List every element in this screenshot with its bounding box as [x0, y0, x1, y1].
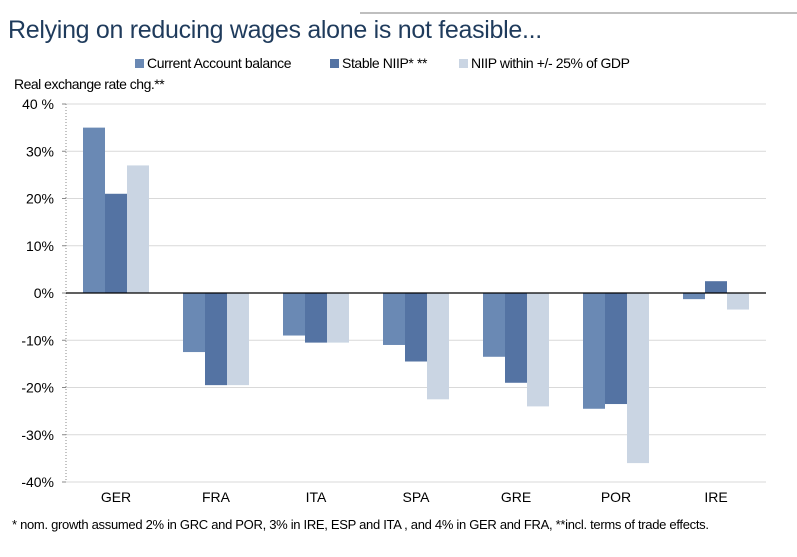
bar-fra-0: [183, 293, 205, 353]
legend-item-stable-niip: Stable NIIP* **: [330, 55, 427, 71]
bar-ita-0: [283, 293, 305, 336]
top-rule: [360, 12, 797, 14]
x-tick-label: ITA: [306, 489, 327, 505]
legend-item-niip-25: NIIP within +/- 25% of GDP: [459, 55, 630, 71]
y-tick-label: -30%: [21, 427, 54, 443]
x-tick-label: GER: [101, 489, 131, 505]
bar-por-1: [605, 293, 627, 405]
y-axis-label: Real exchange rate chg.**: [14, 76, 165, 92]
bar-fra-2: [227, 293, 249, 386]
x-tick-label: IRE: [704, 489, 727, 505]
bar-ire-0: [683, 293, 705, 300]
bar-ger-1: [105, 193, 127, 293]
legend-label: Stable NIIP* **: [342, 55, 428, 71]
bar-por-2: [627, 293, 649, 464]
bar-por-0: [583, 293, 605, 409]
bar-gre-2: [527, 293, 549, 407]
y-tick-label: -40%: [21, 474, 54, 490]
y-tick-label: 40 %: [22, 96, 54, 112]
x-tick-label: POR: [601, 489, 631, 505]
bar-spa-1: [405, 293, 427, 362]
legend-label: Current Account balance: [147, 55, 292, 71]
legend-swatch: [330, 58, 339, 68]
bar-ire-2: [727, 293, 749, 310]
legend-label: NIIP within +/- 25% of GDP: [471, 55, 630, 71]
y-tick-label: 20%: [26, 191, 54, 207]
y-tick-label: 30%: [26, 143, 54, 159]
legend-swatch: [135, 58, 144, 68]
bar-ita-1: [305, 293, 327, 343]
bar-ire-1: [705, 281, 727, 293]
y-tick-label: 10%: [26, 238, 54, 254]
chart-title: Relying on reducing wages alone is not f…: [8, 16, 542, 44]
bar-gre-1: [505, 293, 527, 383]
y-tick-label: -10%: [21, 332, 54, 348]
legend: Current Account balance Stable NIIP* ** …: [0, 55, 797, 73]
y-tick-label: -20%: [21, 380, 54, 396]
bar-spa-2: [427, 293, 449, 400]
x-tick-label: FRA: [202, 489, 231, 505]
bar-gre-0: [483, 293, 505, 357]
bar-ita-2: [327, 293, 349, 343]
bar-spa-0: [383, 293, 405, 345]
bar-fra-1: [205, 293, 227, 386]
y-tick-label: 0%: [34, 285, 54, 301]
x-tick-label: GRE: [501, 489, 531, 505]
bar-ger-2: [127, 165, 149, 293]
legend-item-current-account: Current Account balance: [135, 55, 292, 71]
footnote: * nom. growth assumed 2% in GRC and POR,…: [12, 517, 709, 532]
bar-ger-0: [83, 127, 105, 293]
x-tick-label: SPA: [403, 489, 431, 505]
legend-swatch: [459, 58, 468, 68]
